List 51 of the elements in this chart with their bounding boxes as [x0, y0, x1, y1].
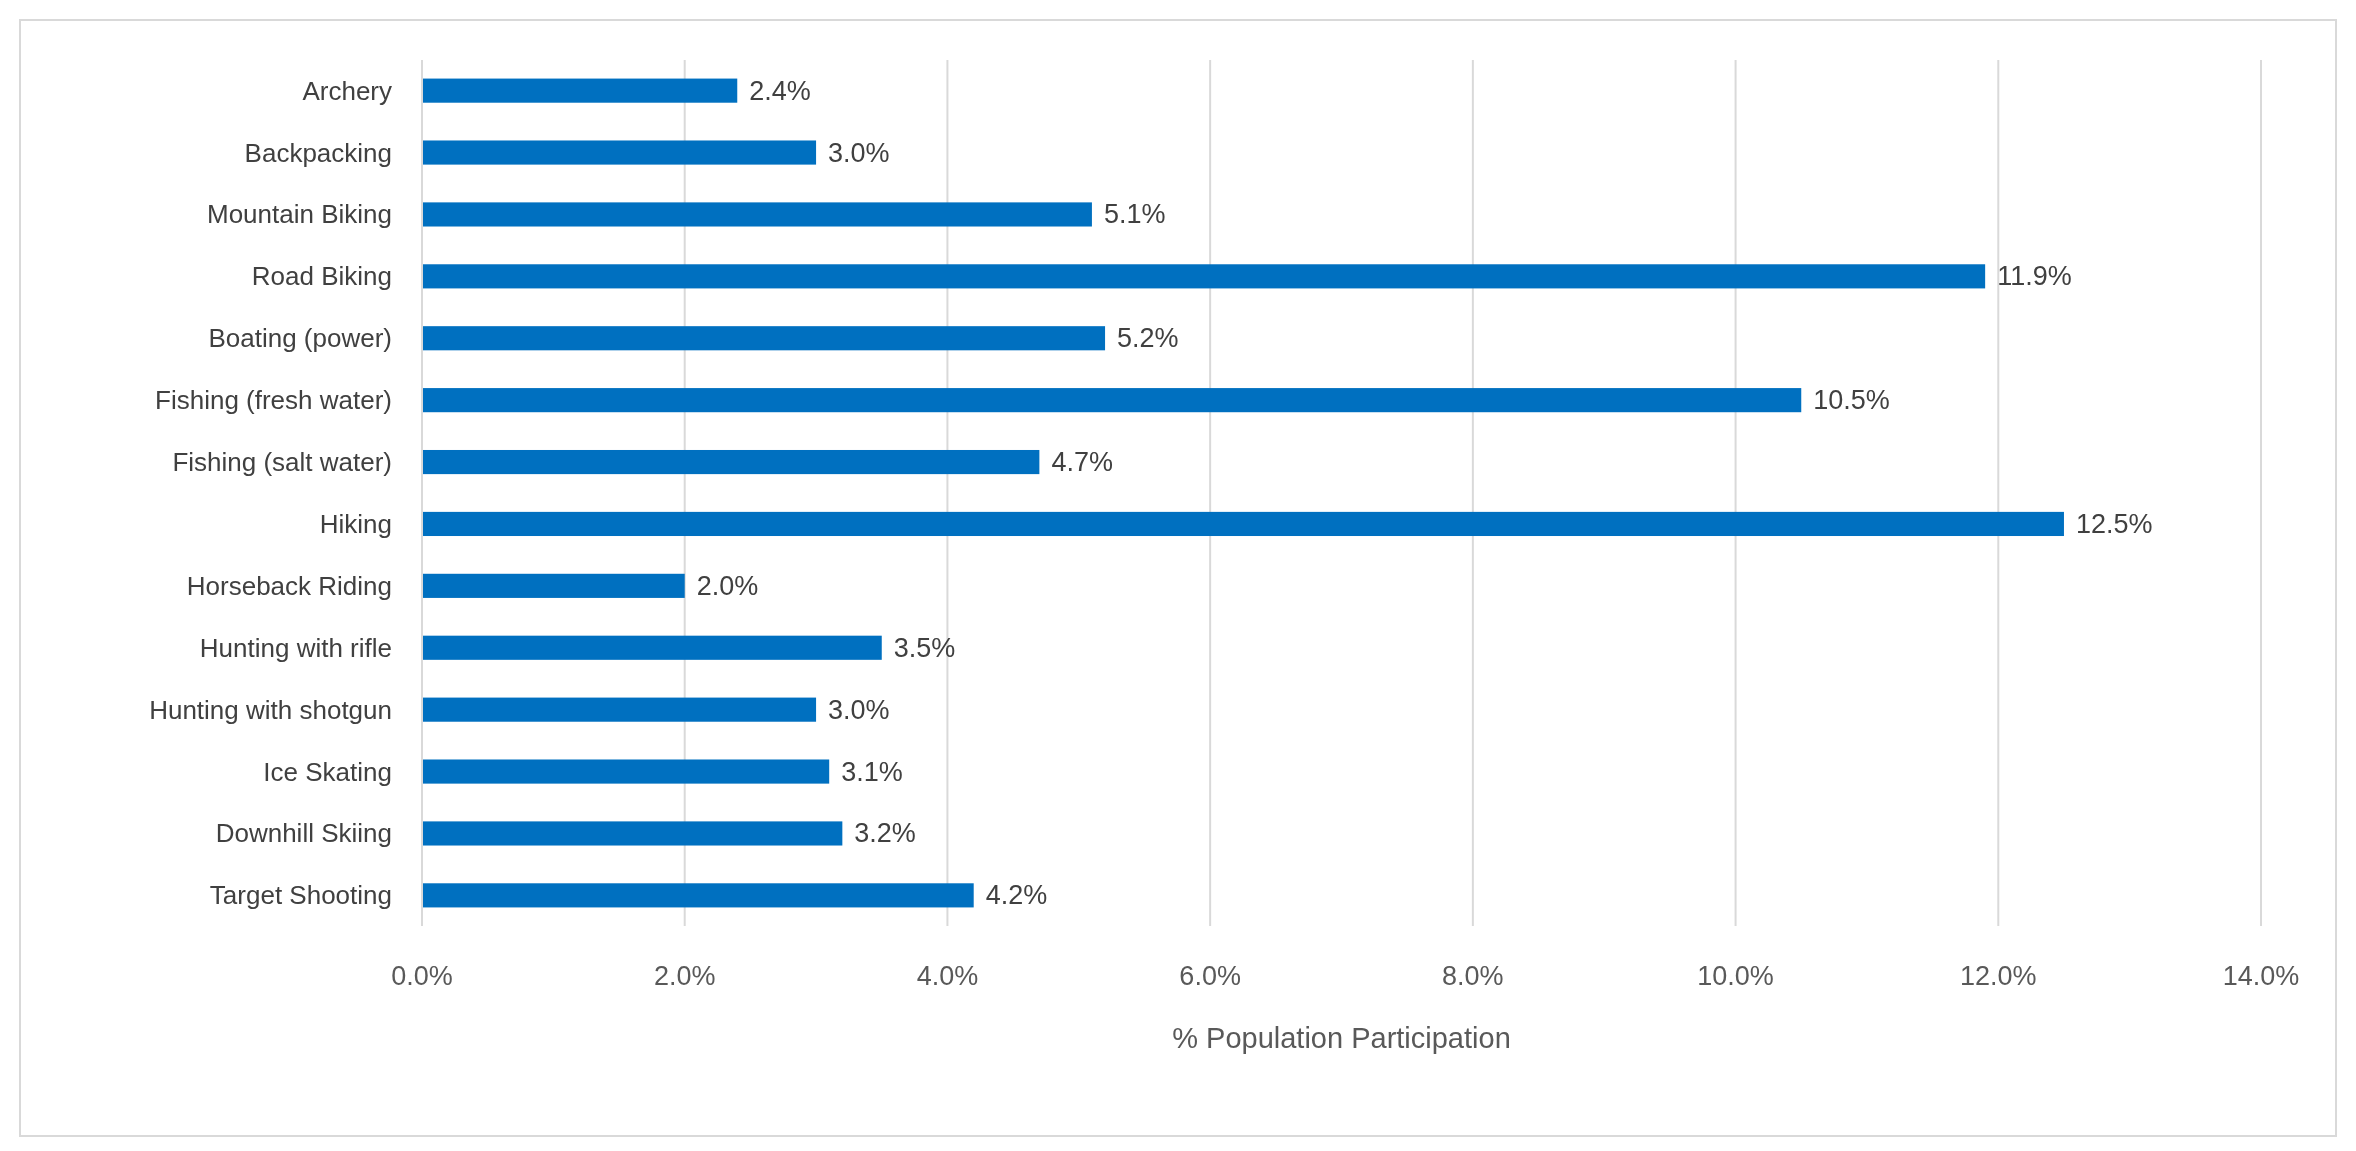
bar	[422, 697, 817, 722]
y-tick-label: Archery	[302, 75, 392, 106]
y-tick-label: Boating (power)	[208, 323, 392, 354]
data-label: 10.5%	[1813, 385, 1890, 416]
x-tick-label: 4.0%	[916, 961, 979, 991]
x-axis-title: % Population Participation	[1172, 1022, 1511, 1054]
bar	[422, 202, 1092, 227]
data-label: 2.4%	[749, 75, 811, 106]
data-label: 3.0%	[828, 137, 890, 168]
bar	[422, 883, 974, 908]
data-label: 3.5%	[893, 632, 956, 663]
bar	[422, 449, 1040, 475]
y-tick-label: Hiking	[319, 508, 392, 539]
y-tick-label: Ice Skating	[263, 756, 392, 787]
bar	[422, 388, 1802, 413]
data-label: 12.5%	[2075, 508, 2153, 539]
x-tick-label: 6.0%	[1179, 961, 1241, 991]
data-label: 3.2%	[854, 818, 916, 849]
bar	[422, 573, 685, 598]
bar	[422, 759, 830, 784]
y-tick-label: Road Biking	[251, 261, 392, 292]
data-label: 3.0%	[828, 694, 890, 725]
x-tick-label: 0.0%	[391, 961, 453, 991]
bar	[422, 78, 738, 103]
x-tick-label: 8.0%	[1442, 961, 1504, 991]
y-tick-label: Mountain Biking	[207, 199, 392, 230]
bar	[422, 511, 2064, 537]
y-tick-label: Fishing (salt water)	[172, 447, 392, 478]
bar	[422, 140, 817, 165]
y-tick-label: Fishing (fresh water)	[155, 385, 392, 416]
y-tick-label: Horseback Riding	[186, 570, 392, 601]
data-label: 4.7%	[1051, 447, 1113, 478]
x-tick-label: 12.0%	[1960, 961, 2037, 991]
y-tick-label: Backpacking	[244, 137, 392, 168]
data-label: 5.1%	[1103, 199, 1166, 230]
bar	[422, 264, 1986, 289]
data-label: 2.0%	[696, 570, 759, 601]
data-label: 11.9%	[1997, 261, 2072, 292]
y-tick-label: Hunting with shotgun	[149, 694, 392, 725]
y-tick-label: Target Shooting	[209, 880, 392, 911]
bar	[422, 326, 1106, 351]
x-tick-label: 2.0%	[653, 961, 716, 991]
x-tick-label: 14.0%	[2222, 961, 2300, 991]
bar	[422, 821, 843, 846]
bar	[422, 635, 882, 660]
y-tick-label: Downhill Skiing	[215, 818, 392, 849]
data-label: 4.2%	[985, 880, 1048, 911]
x-tick-label: 10.0%	[1697, 961, 1774, 991]
data-label: 5.2%	[1117, 323, 1179, 354]
data-label: 3.1%	[841, 756, 903, 787]
y-tick-label: Hunting with rifle	[199, 632, 392, 663]
